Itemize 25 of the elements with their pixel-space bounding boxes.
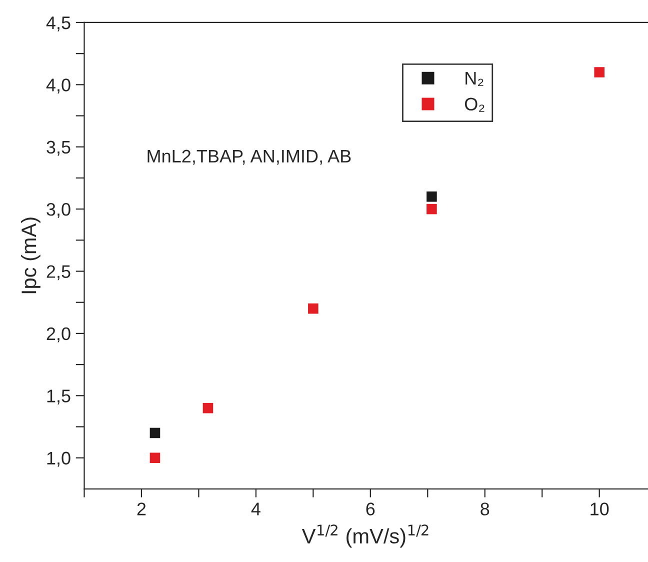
y-tick-label: 1,0 [47,452,70,467]
y-tick-label: 2,5 [46,265,70,280]
point [150,452,160,463]
legend-label: O₂ [464,98,484,112]
point [150,428,160,438]
y-axis-title: Ipc (mA) [20,218,40,294]
y-tick-label: 1,5 [47,390,70,404]
x-tick-label: 4 [251,502,260,516]
point [594,67,604,78]
x-tick-label: 10 [590,502,609,516]
y-tick-label: 4,5 [46,16,70,32]
annotation: MnL2,TBAP, AN,IMID, AB [148,150,351,165]
point [308,303,318,314]
point [426,191,437,202]
x-tick-label: 2 [137,502,146,516]
y-tick-label: 2,0 [46,327,70,342]
point [202,402,214,414]
x-tick-label: 6 [366,502,375,516]
x-tick-label: 8 [480,502,490,516]
y-tick-label: 3,5 [46,140,70,156]
legend-label: N₂ [466,72,484,86]
y-tick-label: 3,0 [46,203,70,218]
x-axis-title: V$^{1/2}$ (mV/s)$^{1/2}$ [302,524,428,548]
point [426,204,437,214]
y-tick-label: 4,0 [46,78,70,94]
